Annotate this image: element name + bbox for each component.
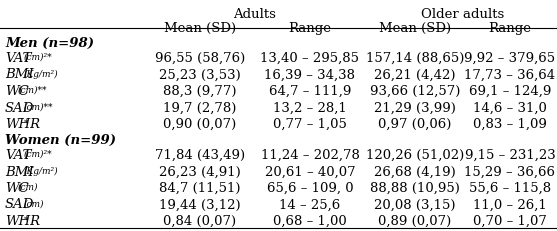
Text: 21,29 (3,99): 21,29 (3,99) xyxy=(374,101,456,114)
Text: 88,88 (10,95): 88,88 (10,95) xyxy=(370,181,460,194)
Text: 26,68 (4,19): 26,68 (4,19) xyxy=(374,165,456,178)
Text: WC: WC xyxy=(5,181,29,194)
Text: BMI: BMI xyxy=(5,165,33,178)
Text: 0,89 (0,07): 0,89 (0,07) xyxy=(378,214,452,227)
Text: 65,6 – 109, 0: 65,6 – 109, 0 xyxy=(267,181,353,194)
Text: WC: WC xyxy=(5,85,29,97)
Text: 69,1 – 124,9: 69,1 – 124,9 xyxy=(469,85,551,97)
Text: 88,3 (9,77): 88,3 (9,77) xyxy=(163,85,237,97)
Text: 0,83 – 1,09: 0,83 – 1,09 xyxy=(473,118,547,131)
Text: Adults: Adults xyxy=(233,8,276,21)
Text: 96,55 (58,76): 96,55 (58,76) xyxy=(155,52,245,65)
Text: 93,66 (12,57): 93,66 (12,57) xyxy=(370,85,460,97)
Text: 120,26 (51,02): 120,26 (51,02) xyxy=(366,148,464,161)
Text: (cm)²*: (cm)²* xyxy=(23,149,52,158)
Text: 157,14 (88,65): 157,14 (88,65) xyxy=(366,52,464,65)
Text: (Kg/m²): (Kg/m²) xyxy=(23,166,58,175)
Text: 26,21 (4,42): 26,21 (4,42) xyxy=(374,68,456,81)
Text: (cm)²*: (cm)²* xyxy=(23,53,52,62)
Text: 19,7 (2,78): 19,7 (2,78) xyxy=(163,101,237,114)
Text: 84,7 (11,51): 84,7 (11,51) xyxy=(159,181,241,194)
Text: 0,84 (0,07): 0,84 (0,07) xyxy=(163,214,237,227)
Text: 19,44 (3,12): 19,44 (3,12) xyxy=(159,198,241,211)
Text: 64,7 – 111,9: 64,7 – 111,9 xyxy=(269,85,351,97)
Text: Women (n=99): Women (n=99) xyxy=(5,134,116,146)
Text: 16,39 – 34,38: 16,39 – 34,38 xyxy=(265,68,355,81)
Text: 13,40 – 295,85: 13,40 – 295,85 xyxy=(261,52,359,65)
Text: 11,0 – 26,1: 11,0 – 26,1 xyxy=(473,198,547,211)
Text: 9,15 – 231,23: 9,15 – 231,23 xyxy=(465,148,555,161)
Text: WHR: WHR xyxy=(5,214,40,227)
Text: Mean (SD): Mean (SD) xyxy=(379,22,451,35)
Text: (Kg/m²): (Kg/m²) xyxy=(23,69,58,78)
Text: BMI: BMI xyxy=(5,68,33,81)
Text: 25,23 (3,53): 25,23 (3,53) xyxy=(159,68,241,81)
Text: 9,92 – 379,65: 9,92 – 379,65 xyxy=(465,52,555,65)
Text: (cm): (cm) xyxy=(23,199,44,208)
Text: Mean (SD): Mean (SD) xyxy=(164,22,236,35)
Text: Men (n=98): Men (n=98) xyxy=(5,37,94,50)
Text: 0,70 – 1,07: 0,70 – 1,07 xyxy=(473,214,547,227)
Text: Range: Range xyxy=(289,22,331,35)
Text: *: * xyxy=(23,215,28,224)
Text: (cm): (cm) xyxy=(17,182,38,191)
Text: 0,90 (0,07): 0,90 (0,07) xyxy=(163,118,237,131)
Text: SAD: SAD xyxy=(5,101,35,114)
Text: (cm)**: (cm)** xyxy=(23,102,53,111)
Text: Range: Range xyxy=(488,22,531,35)
Text: VAT: VAT xyxy=(5,148,32,161)
Text: 26,23 (4,91): 26,23 (4,91) xyxy=(159,165,241,178)
Text: 14 – 25,6: 14 – 25,6 xyxy=(280,198,341,211)
Text: 15,29 – 36,66: 15,29 – 36,66 xyxy=(465,165,555,178)
Text: *: * xyxy=(23,119,28,128)
Text: 17,73 – 36,64: 17,73 – 36,64 xyxy=(465,68,555,81)
Text: 55,6 – 115,8: 55,6 – 115,8 xyxy=(469,181,551,194)
Text: 0,68 – 1,00: 0,68 – 1,00 xyxy=(273,214,347,227)
Text: 13,2 – 28,1: 13,2 – 28,1 xyxy=(273,101,347,114)
Text: SAD: SAD xyxy=(5,198,35,211)
Text: VAT: VAT xyxy=(5,52,32,65)
Text: 0,77 – 1,05: 0,77 – 1,05 xyxy=(273,118,347,131)
Text: 20,08 (3,15): 20,08 (3,15) xyxy=(374,198,456,211)
Text: 0,97 (0,06): 0,97 (0,06) xyxy=(378,118,452,131)
Text: Older adults: Older adults xyxy=(421,8,504,21)
Text: 71,84 (43,49): 71,84 (43,49) xyxy=(155,148,245,161)
Text: 20,61 – 40,07: 20,61 – 40,07 xyxy=(265,165,355,178)
Text: WHR: WHR xyxy=(5,118,40,131)
Text: 11,24 – 202,78: 11,24 – 202,78 xyxy=(261,148,359,161)
Text: 14,6 – 31,0: 14,6 – 31,0 xyxy=(473,101,547,114)
Text: (cm)**: (cm)** xyxy=(17,86,47,94)
